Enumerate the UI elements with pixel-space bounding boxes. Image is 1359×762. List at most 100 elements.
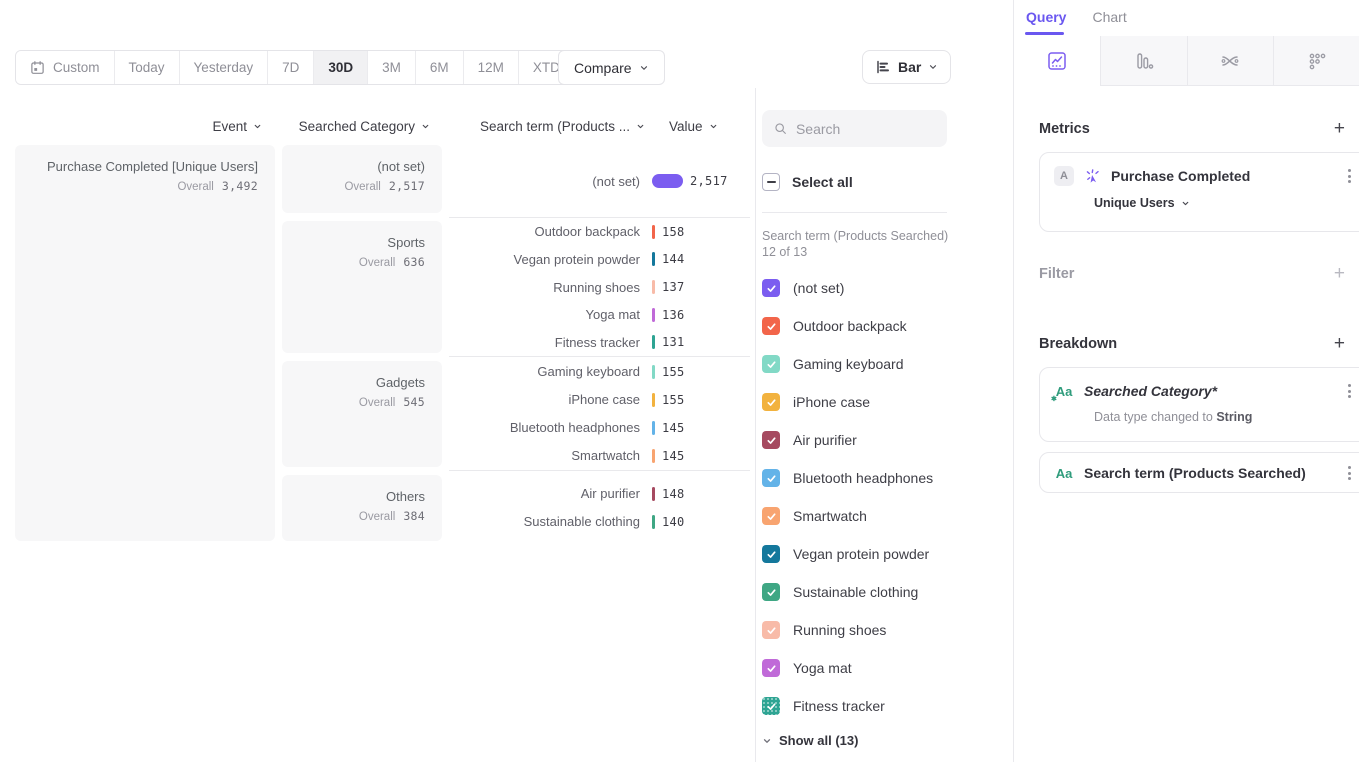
term-row[interactable]: Bluetooth headphones 145	[509, 420, 685, 435]
category-card-not-set[interactable]: (not set) Overall 2,517	[282, 145, 442, 213]
term-row[interactable]: Smartwatch 145	[571, 448, 685, 463]
date-range-yesterday[interactable]: Yesterday	[179, 51, 269, 84]
series-checkbox[interactable]	[762, 507, 780, 525]
string-property-icon: Aa	[1051, 384, 1074, 403]
tab-insights[interactable]	[1014, 36, 1100, 86]
value-bar	[652, 335, 655, 350]
search-input[interactable]	[795, 120, 935, 137]
term-row[interactable]: Outdoor backpack 158	[534, 224, 685, 240]
column-header-searched-category[interactable]: Searched Category	[282, 118, 430, 134]
category-name: Others	[385, 489, 425, 504]
term-row[interactable]: Gaming keyboard 155	[537, 364, 685, 379]
series-item[interactable]: Smartwatch	[762, 506, 933, 526]
term-row[interactable]: Air purifier 148	[580, 486, 685, 501]
series-item[interactable]: Vegan protein powder	[762, 544, 933, 564]
series-item[interactable]: Sustainable clothing	[762, 582, 933, 602]
term-row[interactable]: iPhone case 155	[568, 392, 685, 407]
add-breakdown-button[interactable]: +	[1333, 333, 1345, 354]
breakdown-card-searched-category[interactable]: Aa Searched Category* Data type changed …	[1039, 367, 1359, 442]
value-bar	[652, 486, 655, 501]
select-all-checkbox[interactable]	[762, 173, 780, 191]
date-range-custom[interactable]: Custom	[16, 51, 115, 84]
term-row[interactable]: Running shoes 137	[553, 279, 685, 295]
series-checkbox[interactable]	[762, 393, 780, 411]
series-item[interactable]: Bluetooth headphones	[762, 468, 933, 488]
event-card[interactable]: Purchase Completed [Unique Users] Overal…	[15, 145, 275, 541]
date-range-3m[interactable]: 3M	[368, 51, 416, 84]
date-range-today[interactable]: Today	[114, 51, 180, 84]
select-all-label: Select all	[792, 174, 853, 190]
term-row[interactable]: Yoga mat 136	[585, 307, 685, 323]
term-group-gadgets: Gaming keyboard 155 iPhone case 155 Blueto…	[449, 356, 750, 470]
value-bar	[652, 252, 655, 267]
series-checkbox[interactable]	[762, 583, 780, 601]
series-item[interactable]: Air purifier	[762, 430, 933, 450]
measurement-dropdown[interactable]: Unique Users	[1094, 196, 1354, 210]
column-header-value[interactable]: Value	[669, 118, 729, 134]
series-item[interactable]: Gaming keyboard	[762, 354, 933, 374]
series-checkbox[interactable]	[762, 545, 780, 563]
series-checkbox[interactable]	[762, 279, 780, 297]
series-checkbox[interactable]	[762, 431, 780, 449]
date-range-7d[interactable]: 7D	[268, 51, 315, 84]
chart-type-button[interactable]: Bar	[862, 50, 952, 84]
value-bar	[652, 224, 655, 239]
date-range-12m[interactable]: 12M	[463, 51, 519, 84]
category-name: Sports	[387, 235, 425, 250]
tab-chart[interactable]: Chart	[1092, 9, 1127, 25]
term-row[interactable]: Fitness tracker 131	[554, 334, 685, 350]
add-filter-button[interactable]: +	[1333, 263, 1345, 284]
category-name: (not set)	[377, 159, 425, 174]
tab-query[interactable]: Query	[1026, 9, 1067, 25]
show-all-button[interactable]: Show all (13)	[762, 733, 858, 748]
series-item[interactable]: Outdoor backpack	[762, 316, 933, 336]
query-panel: Query Chart Metrics + A	[1013, 0, 1359, 762]
term-row[interactable]: Sustainable clothing 140	[523, 514, 685, 529]
filter-section-header: Filter +	[1039, 264, 1345, 283]
add-metric-button[interactable]: +	[1333, 118, 1345, 139]
series-item[interactable]: iPhone case	[762, 392, 933, 412]
date-range-30d[interactable]: 30D	[314, 51, 369, 84]
term-row[interactable]: (not set) 2,517	[592, 173, 728, 189]
metric-card[interactable]: A Purchase Completed Unique Users	[1039, 152, 1359, 232]
chevron-down-icon	[254, 124, 261, 128]
series-checkbox[interactable]	[762, 621, 780, 639]
series-checkbox[interactable]	[762, 697, 780, 715]
date-range-6m[interactable]: 6M	[415, 51, 464, 84]
series-item[interactable]: (not set)	[762, 278, 933, 298]
metric-title: Purchase Completed	[1111, 168, 1251, 184]
value-bar	[652, 514, 655, 529]
select-all-row[interactable]: Select all	[762, 173, 853, 191]
series-item[interactable]: Fitness tracker	[762, 696, 933, 716]
data-type-note: Data type changed to String	[1094, 410, 1253, 424]
category-card-others[interactable]: Others Overall 384	[282, 475, 442, 541]
column-header-search-term[interactable]: Search term (Products ...	[449, 118, 645, 134]
kebab-menu-icon[interactable]	[1345, 166, 1354, 186]
term-row[interactable]: Vegan protein powder 144	[513, 251, 685, 267]
value-bar	[652, 364, 655, 379]
metric-letter-badge: A	[1054, 166, 1074, 186]
series-item[interactable]: Yoga mat	[762, 658, 933, 678]
kebab-menu-icon[interactable]	[1345, 381, 1354, 401]
series-checkbox[interactable]	[762, 469, 780, 487]
series-checkbox[interactable]	[762, 355, 780, 373]
series-checkbox[interactable]	[762, 317, 780, 335]
series-item[interactable]: Running shoes	[762, 620, 933, 640]
chevron-down-icon	[763, 738, 771, 743]
tab-retention[interactable]	[1273, 36, 1359, 86]
category-card-sports[interactable]: Sports Overall 636	[282, 221, 442, 353]
tab-flows[interactable]	[1186, 36, 1274, 86]
column-header-event[interactable]: Event	[15, 118, 262, 134]
breakdown-heading: Breakdown	[1039, 335, 1118, 352]
filter-divider	[762, 212, 947, 213]
breakdown-title: Search term (Products Searched)	[1084, 465, 1306, 481]
tab-funnels[interactable]	[1099, 36, 1187, 86]
calendar-icon	[31, 61, 44, 74]
overall-value: 3,492	[221, 179, 258, 193]
breakdown-card-search-term[interactable]: Aa Search term (Products Searched)	[1039, 452, 1359, 493]
category-card-gadgets[interactable]: Gadgets Overall 545	[282, 361, 442, 467]
series-checkbox[interactable]	[762, 659, 780, 677]
kebab-menu-icon[interactable]	[1345, 463, 1354, 483]
compare-button[interactable]: Compare	[558, 50, 665, 85]
